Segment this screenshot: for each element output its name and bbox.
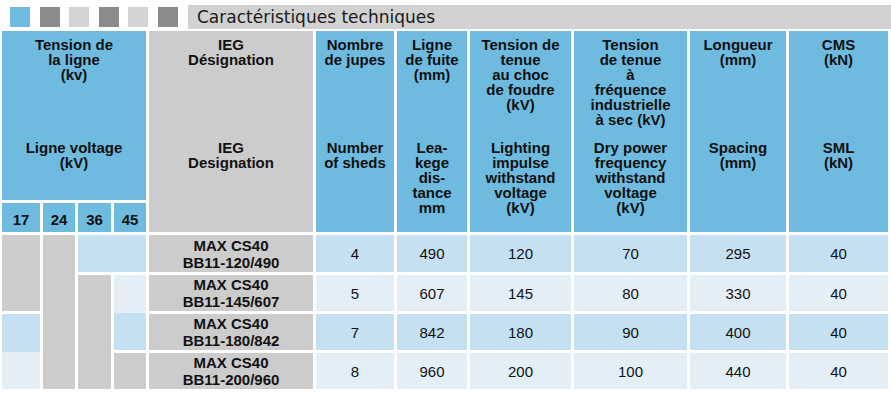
cell-spacing: 330 [690, 275, 786, 311]
header-dry-power-frequency-fr: Tension de tenue à fréquence industriell… [574, 31, 687, 127]
header-leakage-distance-en: Lea- kege dis- tance mm [397, 140, 467, 215]
cell-number-of-sheds: 7 [316, 314, 394, 350]
header-ieg-designation: IEG Désignation IEG Designation [149, 31, 313, 232]
header-number-of-sheds-en: Number of sheds [316, 140, 394, 170]
header-dry-power-frequency-en: Dry power frequency withstand voltage (k… [574, 140, 687, 215]
cell-dry-power-frequency: 70 [574, 235, 687, 272]
cell-designation: MAX CS40 BB11-180/842 [149, 314, 313, 350]
header-line-voltage: Tension de la ligne (kv) Ligne voltage (… [2, 31, 146, 200]
header-dry-power-frequency: Tension de tenue à fréquence industriell… [574, 31, 687, 232]
header-lightning-impulse-fr: Tension de tenue au choc de foudre (kV) [470, 31, 571, 112]
header-lightning-impulse: Tension de tenue au choc de foudre (kV) … [470, 31, 571, 232]
legend-square-light-icon [128, 7, 148, 27]
header-spacing-fr: Longueur (mm) [690, 31, 786, 67]
cell-lightning-impulse: 200 [470, 353, 571, 389]
subheader-voltage-45: 45 [114, 203, 146, 232]
header-sml: CMS (kN) SML (kN) [789, 31, 888, 232]
cell-sml: 40 [789, 314, 888, 350]
cell-leakage-distance: 842 [397, 314, 467, 350]
header-number-of-sheds-fr: Nombre de jupes [316, 31, 394, 67]
header-spacing-en: Spacing (mm) [690, 140, 786, 170]
cell-leakage-distance: 490 [397, 235, 467, 272]
header-sml-fr: CMS (kN) [789, 31, 888, 67]
subheader-voltage-17: 17 [2, 203, 40, 232]
datasheet-page: Caractéristiques techniques Tension de l… [0, 0, 891, 401]
cell-dry-power-frequency: 80 [574, 275, 687, 311]
legend-square-light-icon [69, 7, 89, 27]
header-ieg-designation-en: IEG Designation [149, 140, 313, 170]
legend-square-blue-icon [10, 7, 30, 27]
cell-designation: MAX CS40 BB11-200/960 [149, 353, 313, 389]
cell-designation: MAX CS40 BB11-145/607 [149, 275, 313, 311]
cell-spacing: 295 [690, 235, 786, 272]
header-line-voltage-fr: Tension de la ligne (kv) [2, 31, 146, 82]
header-leakage-distance-fr: Ligne de fuite (mm) [397, 31, 467, 82]
cell-dry-power-frequency: 100 [574, 353, 687, 389]
subheader-voltage-24: 24 [43, 203, 75, 232]
section-title-bar: Caractéristiques techniques [188, 5, 891, 29]
voltage-mark-17kv [2, 235, 40, 311]
cell-spacing: 400 [690, 314, 786, 350]
header-leakage-distance: Ligne de fuite (mm) Lea- kege dis- tance… [397, 31, 467, 232]
voltage-mark-36kv [78, 275, 111, 389]
header-number-of-sheds: Nombre de jupes Number of sheds [316, 31, 394, 232]
cell-lightning-impulse: 120 [470, 235, 571, 272]
cell-number-of-sheds: 8 [316, 353, 394, 389]
cell-spacing: 440 [690, 353, 786, 389]
cell-leakage-distance: 607 [397, 275, 467, 311]
voltage-mark-24kv [43, 235, 75, 389]
cell-designation: MAX CS40 BB11-120/490 [149, 235, 313, 272]
legend-square-dark-icon [40, 7, 60, 27]
header-line-voltage-en: Ligne voltage (kV) [2, 140, 146, 170]
header-spacing: Longueur (mm) Spacing (mm) [690, 31, 786, 232]
cell-number-of-sheds: 4 [316, 235, 394, 272]
cell-lightning-impulse: 180 [470, 314, 571, 350]
legend-square-dark-icon [99, 7, 119, 27]
cell-dry-power-frequency: 90 [574, 314, 687, 350]
cell-leakage-distance: 960 [397, 353, 467, 389]
header-lightning-impulse-en: Lighting impulse withstand voltage (kV) [470, 140, 571, 215]
header-sml-en: SML (kN) [789, 140, 888, 170]
technical-characteristics-table: Tension de la ligne (kv) Ligne voltage (… [2, 31, 888, 389]
cell-lightning-impulse: 145 [470, 275, 571, 311]
header-ieg-designation-fr: IEG Désignation [149, 31, 313, 67]
subheader-voltage-36: 36 [78, 203, 111, 232]
cell-number-of-sheds: 5 [316, 275, 394, 311]
section-title: Caractéristiques techniques [188, 5, 891, 29]
legend-square-dark-icon [158, 7, 178, 27]
cell-sml: 40 [789, 275, 888, 311]
cell-sml: 40 [789, 353, 888, 389]
voltage-mark-45kv [114, 353, 146, 389]
cell-sml: 40 [789, 235, 888, 272]
